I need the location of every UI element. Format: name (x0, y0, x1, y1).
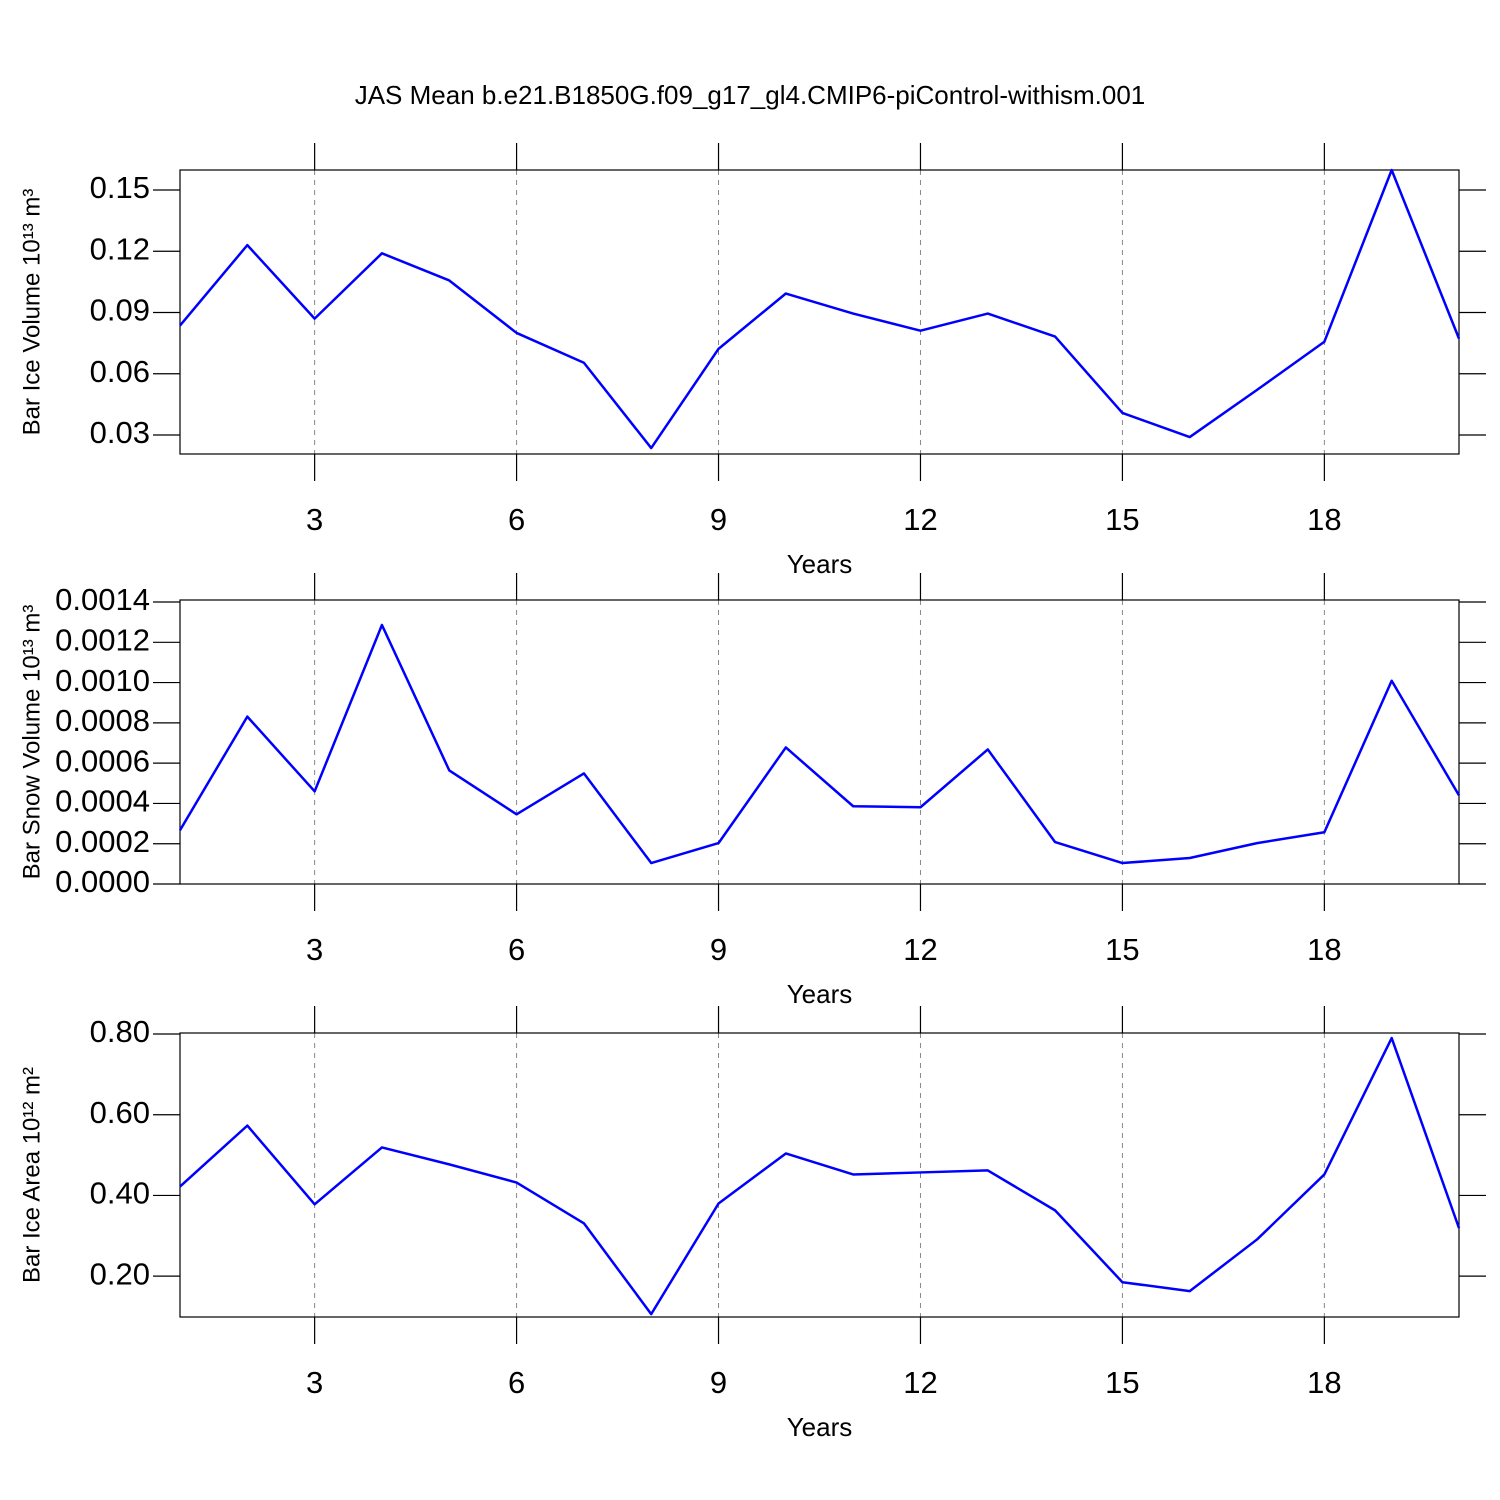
y-tick-label: 0.60 (90, 1095, 150, 1130)
y-tick-label: 0.09 (90, 293, 150, 328)
plot-frame (179, 169, 1460, 455)
plot-frame (179, 599, 1460, 885)
x-tick-label: 18 (1307, 932, 1341, 967)
y-tick-label: 0.40 (90, 1176, 150, 1211)
x-axis-label: Years (787, 979, 853, 1009)
x-tick-label: 18 (1307, 502, 1341, 537)
y-axis-label: Bar Ice Area 10¹² m² (18, 1067, 45, 1283)
x-tick-label: 9 (710, 1365, 727, 1400)
data-line (178, 623, 1461, 865)
y-tick-label: 0.06 (90, 354, 150, 389)
x-tick-label: 12 (903, 1365, 937, 1400)
y-axis-label: Bar Snow Volume 10¹³ m³ (18, 605, 45, 880)
data-line (179, 1036, 1461, 1316)
y-tick-label: 0.0010 (55, 663, 150, 698)
x-tick-label: 15 (1105, 932, 1139, 967)
x-axis-label: Years (787, 1412, 853, 1442)
y-tick-label: 0.0000 (55, 864, 150, 899)
x-tick-label: 18 (1307, 1365, 1341, 1400)
y-tick-label: 0.80 (90, 1014, 150, 1049)
y-tick-label: 0.20 (90, 1256, 150, 1291)
x-tick-label: 9 (710, 502, 727, 537)
y-tick-label: 0.15 (90, 170, 150, 205)
y-tick-label: 0.03 (90, 415, 150, 450)
chart-title: JAS Mean b.e21.B1850G.f09_g17_gl4.CMIP6-… (355, 80, 1146, 110)
x-tick-label: 6 (508, 1365, 525, 1400)
plot-frame (179, 1032, 1460, 1318)
y-tick-label: 0.0002 (55, 824, 150, 859)
y-tick-label: 0.0014 (55, 582, 150, 617)
x-tick-label: 9 (710, 932, 727, 967)
x-tick-label: 6 (508, 932, 525, 967)
y-tick-label: 0.12 (90, 231, 150, 266)
x-tick-label: 3 (306, 502, 323, 537)
x-tick-label: 3 (306, 1365, 323, 1400)
x-axis-label: Years (787, 549, 853, 579)
y-tick-label: 0.0004 (55, 784, 150, 819)
y-axis-label: Bar Ice Volume 10¹³ m³ (18, 189, 45, 436)
y-tick-label: 0.0012 (55, 622, 150, 657)
x-tick-label: 12 (903, 502, 937, 537)
x-tick-label: 15 (1105, 1365, 1139, 1400)
x-tick-label: 3 (306, 932, 323, 967)
data-line (179, 168, 1461, 450)
x-tick-label: 6 (508, 502, 525, 537)
x-tick-label: 12 (903, 932, 937, 967)
y-tick-label: 0.0006 (55, 743, 150, 778)
y-tick-label: 0.0008 (55, 703, 150, 738)
x-tick-label: 15 (1105, 502, 1139, 537)
